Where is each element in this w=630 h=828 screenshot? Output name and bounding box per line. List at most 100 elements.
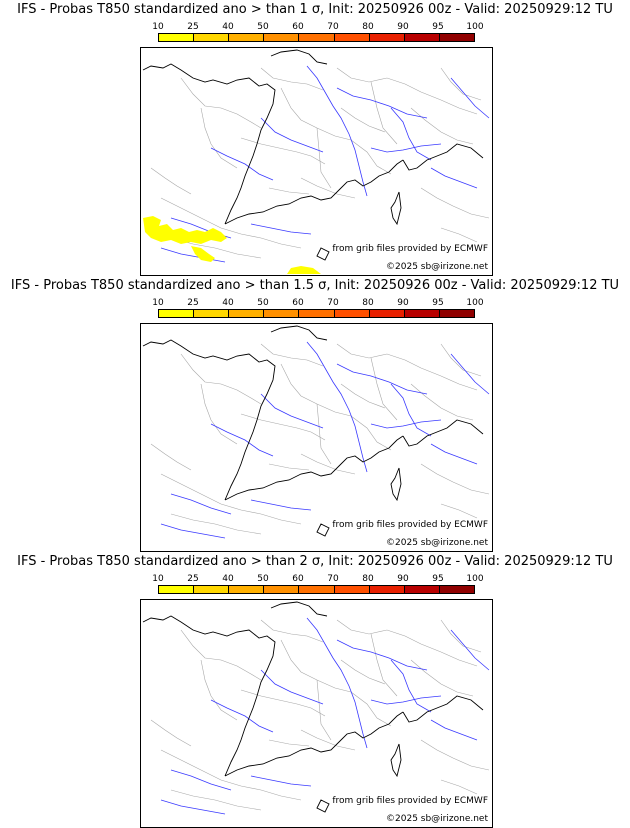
colorbar-tick-label: 60 [292, 22, 304, 32]
colorbar-cell [159, 310, 195, 317]
copyright-credit: ©2025 sb@irizone.net [386, 538, 488, 548]
region-border-lines [150, 619, 490, 811]
forecast-panel-2: IFS - Probas T850 standardized ano > tha… [0, 276, 630, 552]
colorbar-tick-label: 80 [362, 574, 374, 584]
colorbar-cell [194, 34, 230, 41]
colorbar-tick-label: 100 [466, 298, 484, 308]
river-lines [160, 617, 490, 815]
colorbar-cell [334, 310, 370, 317]
colorbar-tick-label: 70 [327, 22, 339, 32]
colorbar-cell [299, 34, 335, 41]
colorbar [158, 585, 475, 594]
anomaly-area [143, 216, 227, 244]
region-borders [150, 343, 490, 535]
colorbar-tick-label: 100 [466, 574, 484, 584]
colorbar-cell [299, 310, 335, 317]
region-border-lines [150, 343, 490, 535]
copyright-credit: ©2025 sb@irizone.net [386, 262, 488, 272]
rivers [160, 65, 490, 263]
forecast-panel-3: IFS - Probas T850 standardized ano > tha… [0, 552, 630, 828]
colorbar-cell [404, 34, 440, 41]
panel-title: IFS - Probas T850 standardized ano > tha… [17, 2, 613, 17]
colorbar-tick-label: 50 [257, 22, 269, 32]
colorbar-labels: 10 25 40 50 60 70 80 90 95 100 [150, 574, 490, 586]
colorbar-cell [159, 34, 195, 41]
panel-title: IFS - Probas T850 standardized ano > tha… [10, 278, 620, 293]
panel-title: IFS - Probas T850 standardized ano > tha… [17, 554, 613, 569]
coastline [142, 49, 484, 261]
colorbar-tick-label: 25 [187, 298, 199, 308]
colorbar-cell [159, 586, 195, 593]
colorbar-cell [439, 34, 474, 41]
source-credit: from grib files provided by ECMWF [332, 244, 488, 254]
map-frame: from grib files provided by ECMWF ©2025 … [140, 599, 493, 828]
map-canvas [142, 49, 490, 274]
colorbar-tick-label: 10 [152, 22, 164, 32]
colorbar-cell [229, 310, 265, 317]
colorbar-labels: 10 25 40 50 60 70 80 90 95 100 [150, 22, 490, 34]
source-credit: from grib files provided by ECMWF [332, 520, 488, 530]
colorbar-cell [404, 586, 440, 593]
colorbar-tick-label: 95 [432, 22, 444, 32]
colorbar-tick-label: 40 [222, 574, 234, 584]
colorbar-tick-label: 60 [292, 574, 304, 584]
colorbar-cell [369, 310, 405, 317]
rivers [160, 617, 490, 815]
colorbar [158, 309, 475, 318]
colorbar-tick-label: 70 [327, 298, 339, 308]
colorbar-cell [369, 586, 405, 593]
colorbar-tick-label: 25 [187, 22, 199, 32]
colorbar-cell [334, 34, 370, 41]
copyright-credit: ©2025 sb@irizone.net [386, 814, 488, 824]
colorbar-cell [404, 310, 440, 317]
colorbar-tick-label: 100 [466, 22, 484, 32]
anomaly-area [191, 246, 215, 262]
colorbar-tick-label: 70 [327, 574, 339, 584]
coastline-path [142, 49, 484, 261]
rivers [160, 341, 490, 539]
map-canvas [142, 325, 490, 539]
map-canvas [142, 601, 490, 815]
colorbar-cell [439, 310, 474, 317]
source-credit: from grib files provided by ECMWF [332, 796, 488, 806]
colorbar-cell [299, 586, 335, 593]
colorbar-tick-label: 90 [397, 298, 409, 308]
colorbar-tick-label: 80 [362, 298, 374, 308]
colorbar-cell [264, 34, 300, 41]
region-borders [150, 67, 490, 259]
colorbar-tick-label: 90 [397, 574, 409, 584]
coastline-path [142, 601, 484, 813]
colorbar-cell [194, 310, 230, 317]
colorbar-cell [334, 586, 370, 593]
anomaly-areas [143, 216, 321, 274]
colorbar-tick-label: 60 [292, 298, 304, 308]
colorbar-tick-label: 95 [432, 574, 444, 584]
colorbar-cell [194, 586, 230, 593]
colorbar-tick-label: 40 [222, 22, 234, 32]
region-border-lines [150, 67, 490, 259]
colorbar-cell [264, 586, 300, 593]
colorbar-tick-label: 90 [397, 22, 409, 32]
colorbar-tick-label: 50 [257, 298, 269, 308]
map-frame: from grib files provided by ECMWF ©2025 … [140, 323, 493, 552]
colorbar-tick-label: 95 [432, 298, 444, 308]
colorbar-tick-label: 50 [257, 574, 269, 584]
colorbar-tick-label: 40 [222, 298, 234, 308]
colorbar-cell [439, 586, 474, 593]
coastline [142, 325, 484, 537]
colorbar-cell [229, 34, 265, 41]
colorbar-tick-label: 25 [187, 574, 199, 584]
coastline-path [142, 325, 484, 537]
colorbar-tick-label: 10 [152, 574, 164, 584]
anomaly-area [287, 266, 321, 274]
colorbar [158, 33, 475, 42]
forecast-panel-1: IFS - Probas T850 standardized ano > tha… [0, 0, 630, 276]
river-lines [160, 65, 490, 263]
colorbar-cell [229, 586, 265, 593]
colorbar-labels: 10 25 40 50 60 70 80 90 95 100 [150, 298, 490, 310]
river-lines [160, 341, 490, 539]
colorbar-cell [264, 310, 300, 317]
colorbar-tick-label: 80 [362, 22, 374, 32]
map-frame: from grib files provided by ECMWF ©2025 … [140, 47, 493, 276]
coastline [142, 601, 484, 813]
